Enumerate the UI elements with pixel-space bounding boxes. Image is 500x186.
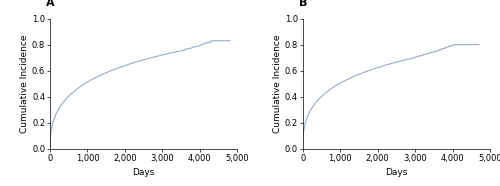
Y-axis label: Cumulative Incidence: Cumulative Incidence — [20, 34, 29, 133]
Y-axis label: Cumulative Incidence: Cumulative Incidence — [273, 34, 282, 133]
X-axis label: Days: Days — [385, 168, 407, 177]
Text: B: B — [299, 0, 308, 8]
X-axis label: Days: Days — [132, 168, 155, 177]
Text: A: A — [46, 0, 55, 8]
